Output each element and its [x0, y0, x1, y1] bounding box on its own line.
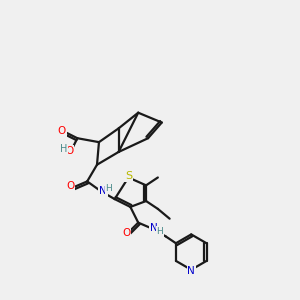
Text: H: H [105, 184, 112, 193]
Text: S: S [125, 172, 132, 182]
Text: N: N [187, 266, 195, 276]
Text: O: O [122, 228, 130, 239]
Text: H: H [60, 144, 67, 154]
Text: O: O [65, 146, 74, 156]
Text: O: O [58, 126, 66, 136]
Text: N: N [150, 223, 158, 232]
Text: H: H [156, 227, 163, 236]
Text: N: N [99, 186, 107, 196]
Text: O: O [66, 181, 75, 191]
